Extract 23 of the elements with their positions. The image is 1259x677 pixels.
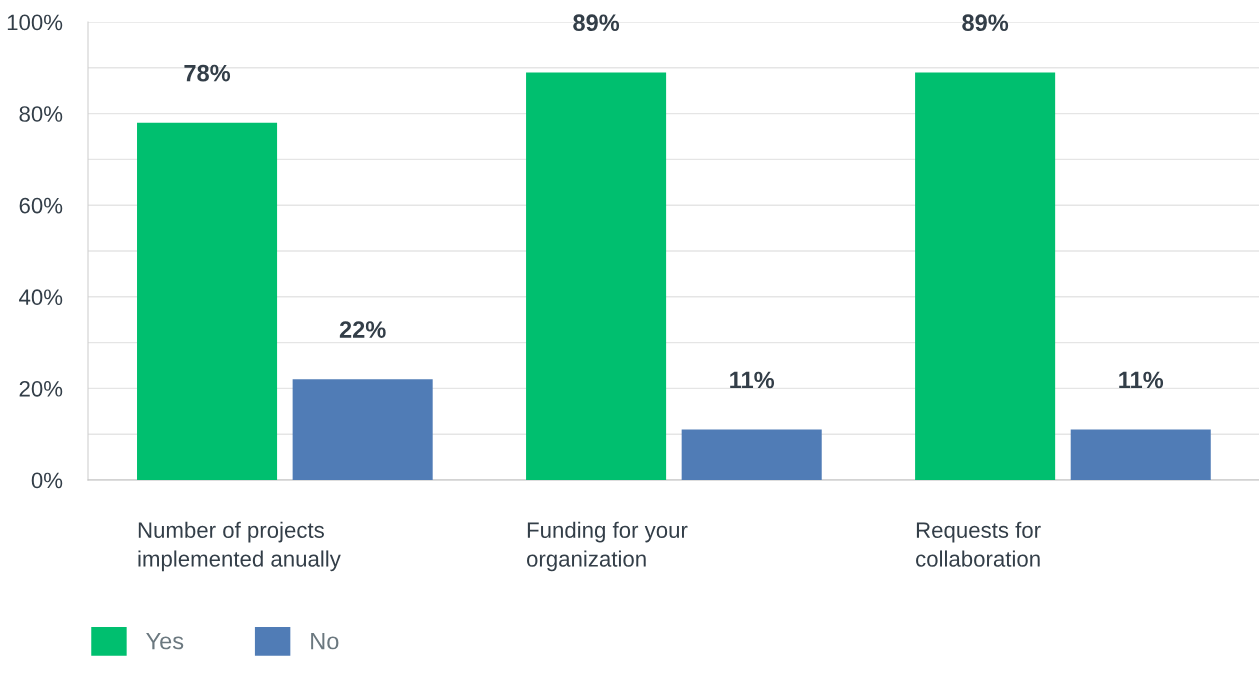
- x-tick-label: Number of projects implemented anually: [138, 521, 341, 572]
- bar: [137, 122, 278, 480]
- data-label: 11%: [1119, 371, 1164, 389]
- y-tick-label: 20%: [19, 380, 63, 397]
- bar: [526, 72, 667, 480]
- data-label: 78%: [184, 64, 231, 82]
- x-tick-label: Funding for your organization: [526, 521, 688, 572]
- y-tick-label: 0%: [31, 472, 63, 489]
- data-label: 22%: [339, 321, 386, 338]
- legend-label: Yes: [146, 632, 184, 650]
- y-tick-label: 60%: [19, 197, 63, 214]
- bar: [1070, 429, 1211, 480]
- data-label: 11%: [730, 371, 775, 389]
- data-label: 89%: [962, 14, 1009, 32]
- bar: [292, 379, 433, 480]
- legend-label: No: [311, 632, 339, 650]
- y-tick-label: 80%: [19, 106, 63, 122]
- y-tick-label: 40%: [19, 289, 63, 306]
- x-tick-label: Requests for collaboration: [916, 521, 1041, 567]
- bar: [681, 429, 822, 480]
- bar: [915, 72, 1056, 480]
- data-label: 89%: [573, 14, 620, 32]
- y-tick-label: 100%: [7, 14, 63, 31]
